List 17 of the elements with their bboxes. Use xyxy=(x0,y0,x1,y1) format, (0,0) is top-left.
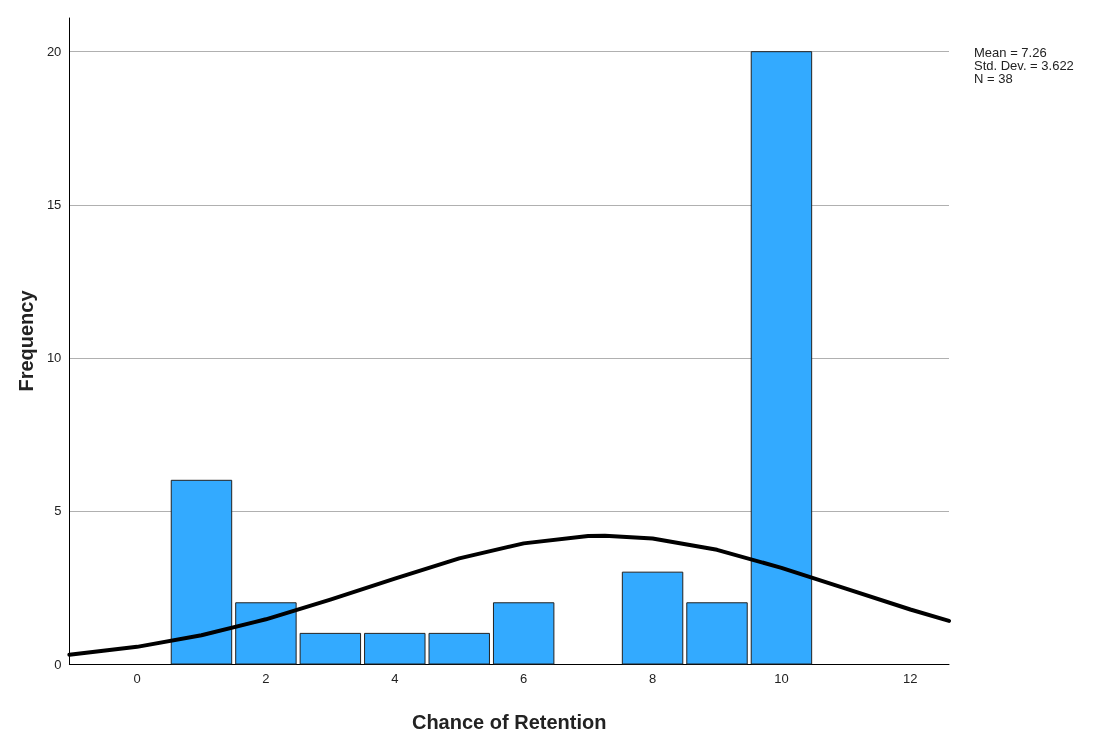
text: Std. Dev. = 3.622 xyxy=(974,58,1074,73)
x-tick-label: 0 xyxy=(133,671,141,686)
y-tick-label: 10 xyxy=(46,350,62,366)
y-tick-label: 5 xyxy=(54,503,62,519)
x-tick-label: 2 xyxy=(262,671,270,686)
x-tick-label: 12 xyxy=(903,671,918,686)
text: N = 38 xyxy=(974,71,1013,86)
y-tick-label: 20 xyxy=(46,44,62,60)
y-tick-label: 0 xyxy=(54,656,62,672)
x-axis-title: Chance of Retention xyxy=(411,711,607,733)
x-tick-label: 10 xyxy=(774,671,789,686)
y-axis-title: Frequency xyxy=(15,289,37,392)
x-tick-label: 6 xyxy=(520,671,528,686)
text: Mean = 7.26 xyxy=(974,45,1047,60)
x-tick-label: 8 xyxy=(648,671,657,686)
x-tick-label: 4 xyxy=(391,671,399,686)
y-tick-label: 15 xyxy=(46,197,62,213)
